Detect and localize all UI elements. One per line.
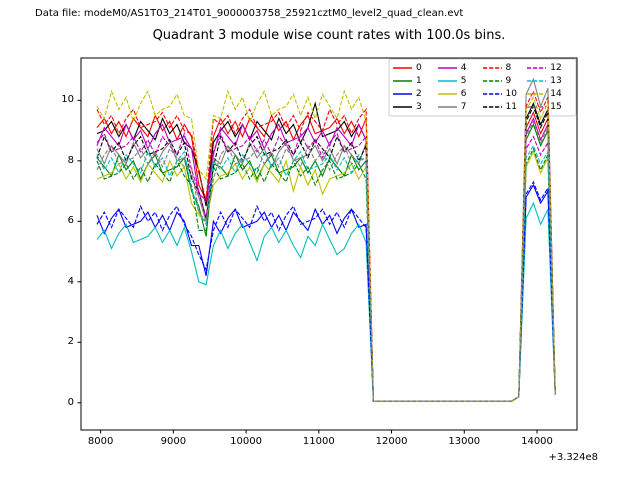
y-tick-label-8: 8	[67, 154, 74, 166]
legend-label: 11	[505, 102, 517, 113]
y-tick-label-0: 0	[67, 396, 74, 408]
legend-item-7: 7	[437, 101, 483, 113]
legend-item-5: 5	[437, 75, 483, 87]
legend-line-sample	[437, 66, 457, 69]
series-line-10	[96, 180, 556, 402]
legend-line-sample	[437, 93, 457, 95]
series-lines	[96, 77, 556, 402]
legend-item-14: 14	[527, 88, 572, 100]
legend-label: 12	[550, 62, 562, 73]
series-line-15	[96, 120, 556, 402]
legend-line-sample	[527, 80, 547, 82]
legend-line-sample	[527, 93, 547, 95]
series-line-7	[96, 77, 556, 402]
legend-item-3: 3	[393, 101, 438, 113]
legend-item-4: 4	[437, 62, 483, 74]
x-tick-label-8000: 8000	[87, 436, 114, 447]
legend-line-sample	[482, 106, 502, 109]
y-tick-label-2: 2	[67, 336, 74, 348]
legend-label: 1	[416, 75, 422, 86]
legend-item-12: 12	[527, 62, 572, 74]
legend-item-2: 2	[393, 88, 438, 100]
legend-label: 10	[505, 89, 517, 100]
legend-label: 0	[416, 62, 422, 73]
legend-line-sample	[393, 106, 412, 109]
legend-line-sample	[393, 93, 412, 95]
series-line-8	[96, 89, 556, 402]
legend-label: 4	[460, 62, 467, 73]
series-line-4	[96, 117, 556, 402]
x-axis-offset-label: +3.324e8	[548, 452, 598, 463]
legend-background	[388, 58, 577, 117]
legend-label: 13	[550, 75, 562, 86]
legend-line-sample	[482, 80, 502, 82]
legend-label: 6	[460, 89, 467, 100]
legend-label: 3	[416, 102, 422, 113]
legend-line-sample	[437, 106, 457, 109]
legend-label: 7	[460, 102, 467, 113]
legend-item-9: 9	[482, 75, 528, 87]
legend-line-sample	[482, 93, 502, 95]
y-tick-label-10: 10	[61, 94, 74, 106]
legend-line-sample	[393, 80, 412, 82]
legend-label: 9	[505, 75, 512, 86]
data-file-text: Data file: modeM0/AS1T03_214T01_90000037…	[35, 8, 464, 19]
legend-line-sample	[527, 66, 547, 69]
y-tick-label-6: 6	[67, 215, 74, 227]
series-line-11	[96, 104, 556, 402]
legend-label: 2	[416, 89, 422, 100]
legend-item-1: 1	[393, 75, 438, 87]
legend-item-0: 0	[393, 62, 438, 74]
axis-tick-marks	[77, 99, 538, 434]
x-tick-label-12000: 12000	[375, 436, 408, 447]
legend-item-10: 10	[482, 88, 528, 100]
axes-frame	[80, 57, 578, 431]
legend-line-sample	[393, 66, 412, 69]
x-tick-label-13000: 13000	[448, 436, 481, 447]
legend-label: 8	[505, 62, 512, 73]
series-line-6	[96, 150, 556, 402]
series-line-5	[96, 201, 556, 402]
x-tick-label-11000: 11000	[302, 436, 335, 447]
legend-item-6: 6	[437, 88, 483, 100]
legend-line-sample	[482, 66, 502, 69]
legend: 0 1 2 3 4 5 6 7 8 9 10 11 12 13 14 15	[389, 59, 576, 116]
legend-line-sample	[527, 106, 547, 109]
legend-label: 15	[550, 102, 562, 113]
legend-label: 5	[460, 75, 467, 86]
legend-item-8: 8	[482, 62, 528, 74]
x-tick-label-10000: 10000	[230, 436, 262, 447]
chart-title: Quadrant 3 module wise count rates with …	[152, 28, 506, 43]
y-tick-label-4: 4	[67, 275, 74, 287]
legend-label: 14	[550, 89, 562, 100]
x-tick-label-9000: 9000	[160, 436, 187, 447]
legend-item-11: 11	[482, 101, 528, 113]
x-tick-label-14000: 14000	[521, 436, 553, 447]
legend-line-sample	[437, 80, 457, 82]
legend-item-15: 15	[527, 101, 572, 113]
series-line-13	[96, 144, 556, 402]
legend-item-13: 13	[527, 75, 572, 87]
